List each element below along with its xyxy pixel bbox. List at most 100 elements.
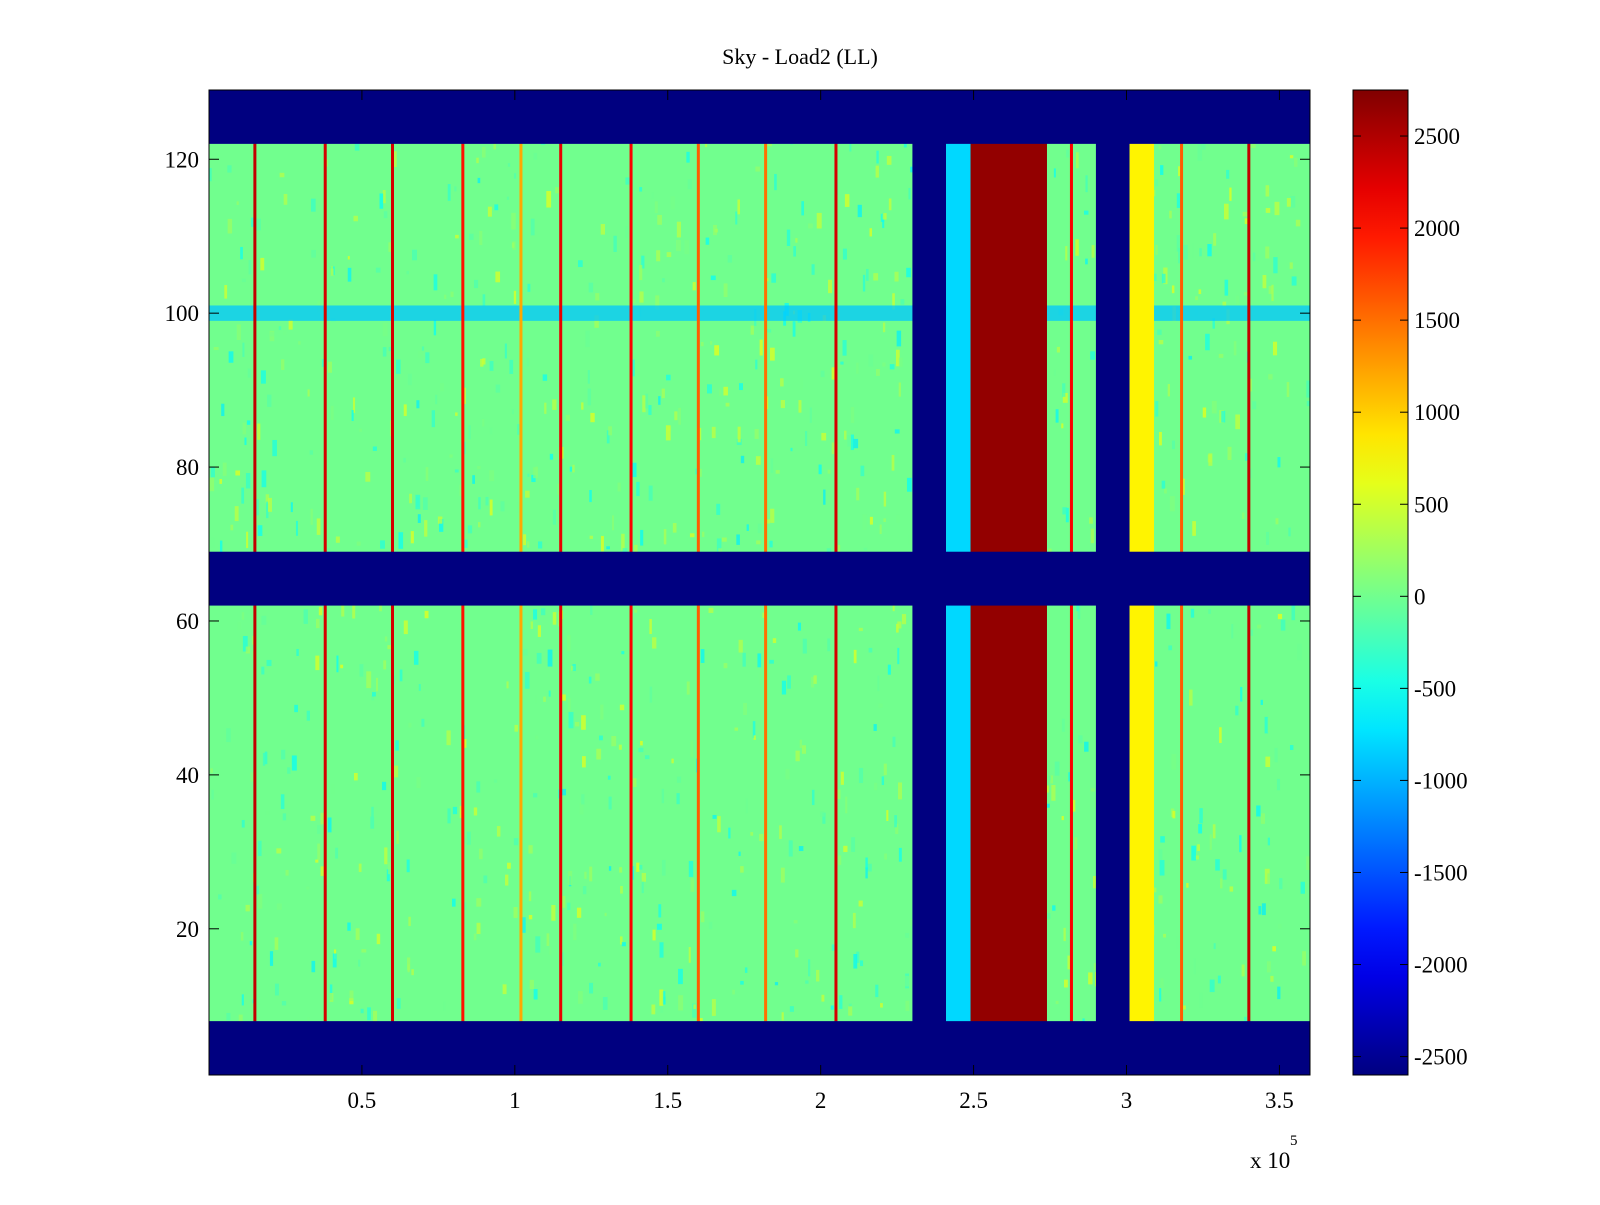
heatmap-noise-cell xyxy=(648,405,652,415)
heatmap-noise-cell xyxy=(276,848,282,854)
heatmap-noise-cell xyxy=(1306,856,1310,871)
heatmap-noise-cell xyxy=(886,155,892,165)
heatmap-noise-cell xyxy=(1291,605,1296,621)
heatmap-noise-cell xyxy=(493,779,498,783)
heatmap-noise-cell xyxy=(242,422,247,435)
heatmap-noise-cell xyxy=(383,211,388,219)
heatmap-noise-cell xyxy=(878,703,883,708)
heatmap-noise-cell xyxy=(759,672,763,685)
heatmap-noise-cell xyxy=(813,675,817,684)
heatmap-noise-cell xyxy=(850,434,855,451)
heatmap-noise-cell xyxy=(1160,836,1165,843)
x-tick-label: 3 xyxy=(1121,1088,1133,1113)
heatmap-noise-cell xyxy=(1288,527,1291,537)
heatmap-noise-cell xyxy=(1260,699,1263,705)
heatmap-noise-cell xyxy=(769,659,774,664)
heatmap-noise-cell xyxy=(380,540,385,549)
heatmap-noise-cell xyxy=(793,246,797,257)
heatmap-noise-cell xyxy=(241,612,245,620)
heatmap-noise-cell xyxy=(241,278,246,283)
heatmap-noise-cell xyxy=(1208,453,1213,466)
x-axis-exponent: x 10 xyxy=(1250,1148,1290,1173)
heatmap-noise-cell xyxy=(686,681,690,695)
heatmap-noise-cell xyxy=(1235,414,1240,430)
heatmap-noise-cell xyxy=(526,357,530,367)
heatmap-noise-cell xyxy=(236,324,241,341)
heatmap-noise-cell xyxy=(371,806,374,817)
heatmap-noise-cell xyxy=(472,475,476,484)
heatmap-noise-cell xyxy=(398,532,404,549)
heatmap-noise-cell xyxy=(521,917,526,933)
heatmap-noise-cell xyxy=(287,767,291,774)
heatmap-noise-cell xyxy=(908,187,911,200)
heatmap-noise-cell xyxy=(1289,155,1294,159)
heatmap-noise-cell xyxy=(884,853,887,860)
heatmap-noise-cell xyxy=(213,347,219,351)
heatmap-noise-cell xyxy=(375,267,381,273)
heatmap-noise-cell xyxy=(261,470,267,488)
heatmap-noise-cell xyxy=(868,647,873,653)
heatmap-noise-cell xyxy=(602,996,608,1010)
heatmap-noise-cell xyxy=(561,694,566,701)
heatmap-noise-cell xyxy=(661,388,665,399)
heatmap-noise-cell xyxy=(892,293,895,310)
heatmap-noise-cell xyxy=(528,891,532,902)
heatmap-noise-cell xyxy=(1055,1000,1059,1005)
heatmap-noise-cell xyxy=(659,989,664,1006)
heatmap-noise-cell xyxy=(1072,799,1076,812)
heatmap-noise-cell xyxy=(331,783,336,795)
heatmap-noise-cell xyxy=(589,489,592,503)
heatmap-noise-cell xyxy=(1061,816,1064,821)
heatmap-noise-cell xyxy=(265,494,270,504)
heatmap-noise-cell xyxy=(329,992,334,1002)
heatmap-noise-cell xyxy=(1207,244,1212,257)
heatmap-noise-cell xyxy=(821,432,827,441)
heatmap-noise-cell xyxy=(798,846,804,852)
heatmap-noise-cell xyxy=(579,803,584,815)
heatmap-noise-cell xyxy=(557,483,562,495)
heatmap-noise-cell xyxy=(226,1012,231,1021)
heatmap-noise-cell xyxy=(1047,803,1050,808)
heatmap-noise-cell xyxy=(1222,301,1227,307)
y-tick-label: 100 xyxy=(165,301,200,326)
heatmap-noise-cell xyxy=(327,361,332,373)
heatmap-noise-cell xyxy=(894,429,900,434)
y-tick-label: 40 xyxy=(176,763,199,788)
heatmap-noise-cell xyxy=(856,362,859,374)
heatmap-noise-cell xyxy=(827,638,831,652)
heatmap-noise-cell xyxy=(1084,741,1089,752)
heatmap-noise-cell xyxy=(1197,143,1203,161)
heatmap-noise-cell xyxy=(290,502,293,513)
heatmap-noise-cell xyxy=(792,321,796,337)
heatmap-noise-cell xyxy=(1169,496,1175,512)
heatmap-noise-cell xyxy=(585,330,590,348)
heatmap-noise-cell xyxy=(795,750,800,762)
heatmap-noise-cell xyxy=(857,204,862,218)
heatmap-noise-cell xyxy=(769,347,775,361)
heatmap-noise-cell xyxy=(572,464,575,473)
heatmap-noise-cell xyxy=(717,816,721,833)
heatmap-noise-cell xyxy=(1244,1016,1247,1025)
heatmap-noise-cell xyxy=(705,237,710,245)
heatmap-noise-cell xyxy=(666,252,672,258)
heatmap-noise-cell xyxy=(805,980,809,984)
heatmap-noise-cell xyxy=(816,212,822,229)
x-tick-label: 0.5 xyxy=(348,1088,377,1113)
heatmap-noise-cell xyxy=(1158,849,1163,861)
heatmap-noise-cell xyxy=(320,812,325,825)
y-tick-label: 20 xyxy=(176,917,199,942)
heatmap-noise-cell xyxy=(780,400,785,409)
heatmap-noise-cell xyxy=(596,748,602,760)
heatmap-noise-cell xyxy=(1244,292,1249,296)
heatmap-noise-cell xyxy=(651,1004,656,1015)
heatmap-noise-cell xyxy=(689,533,695,538)
heatmap-noise-cell xyxy=(654,201,658,214)
heatmap-noise-cell xyxy=(793,920,798,924)
heatmap-noise-cell xyxy=(888,198,892,211)
heatmap-noise-cell xyxy=(1249,629,1253,636)
heatmap-noise-cell xyxy=(856,487,860,501)
heatmap-noise-cell xyxy=(737,426,741,443)
heatmap-noise-cell xyxy=(875,165,879,178)
heatmap-noise-cell xyxy=(411,969,414,976)
